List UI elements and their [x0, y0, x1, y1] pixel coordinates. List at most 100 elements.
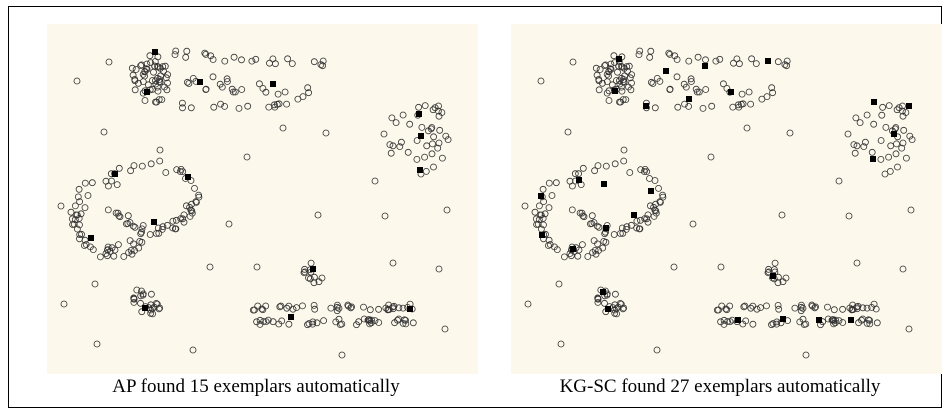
- data-point: [653, 346, 661, 354]
- data-point: [749, 320, 757, 328]
- data-point: [812, 303, 820, 311]
- data-point: [845, 212, 853, 220]
- data-point: [752, 60, 760, 67]
- data-point: [262, 88, 270, 96]
- data-point: [853, 259, 861, 267]
- data-point: [590, 219, 598, 226]
- exemplar-point: [112, 171, 118, 177]
- data-point: [655, 184, 662, 192]
- data-point: [853, 303, 861, 311]
- data-point: [104, 206, 112, 214]
- data-point: [877, 137, 885, 144]
- data-point: [650, 203, 658, 211]
- data-point: [225, 220, 233, 228]
- data-point: [238, 86, 246, 93]
- data-point: [154, 63, 161, 70]
- data-point: [159, 63, 167, 70]
- data-point: [835, 177, 843, 185]
- data-point: [429, 140, 436, 148]
- data-point: [628, 221, 635, 229]
- data-point: [294, 95, 302, 103]
- data-point: [839, 319, 847, 326]
- data-point: [574, 252, 582, 260]
- data-point: [333, 303, 341, 311]
- exemplar-point: [185, 174, 191, 180]
- data-point: [209, 56, 217, 63]
- data-point: [189, 75, 197, 82]
- data-point: [310, 301, 318, 309]
- data-point: [149, 77, 156, 84]
- data-point: [748, 55, 756, 63]
- data-point: [769, 320, 777, 327]
- data-point: [84, 192, 92, 199]
- data-point: [595, 223, 603, 231]
- data-point: [375, 305, 383, 313]
- data-point: [137, 230, 145, 238]
- data-point: [255, 80, 263, 88]
- data-point: [130, 240, 137, 248]
- data-point: [521, 202, 529, 210]
- data-point: [540, 221, 547, 229]
- data-point: [288, 60, 296, 67]
- data-point: [206, 263, 214, 271]
- data-point: [885, 153, 893, 161]
- data-point: [535, 216, 543, 224]
- data-point: [578, 209, 586, 217]
- data-point: [74, 193, 82, 201]
- data-point: [734, 101, 742, 109]
- data-point: [682, 83, 690, 91]
- data-point: [81, 242, 88, 249]
- exemplar-point: [601, 181, 607, 187]
- data-point: [187, 104, 195, 112]
- data-point: [870, 120, 878, 128]
- data-point: [557, 340, 565, 348]
- data-point: [866, 320, 874, 328]
- data-point: [131, 223, 139, 231]
- data-point: [443, 206, 451, 214]
- data-point: [608, 81, 616, 89]
- data-point: [138, 228, 145, 236]
- data-point: [76, 198, 83, 206]
- data-point: [169, 224, 177, 232]
- data-point: [593, 71, 601, 79]
- data-point: [180, 218, 188, 226]
- data-point: [799, 315, 807, 323]
- data-point: [743, 124, 751, 132]
- data-point: [138, 225, 146, 233]
- data-point: [643, 168, 651, 176]
- data-point: [422, 167, 430, 175]
- data-point: [802, 351, 810, 359]
- data-point: [146, 52, 154, 60]
- data-point: [783, 57, 791, 65]
- data-point: [209, 73, 217, 81]
- data-point: [102, 250, 110, 257]
- data-point: [846, 304, 854, 312]
- data-point: [850, 141, 858, 148]
- data-point: [75, 214, 83, 222]
- data-point: [899, 139, 907, 147]
- data-point: [253, 263, 261, 271]
- data-point: [256, 320, 264, 328]
- data-point: [612, 305, 620, 313]
- data-point: [281, 88, 289, 96]
- data-point: [613, 310, 620, 318]
- data-point: [783, 62, 791, 70]
- data-point: [637, 166, 645, 174]
- data-point: [537, 77, 545, 85]
- data-point: [877, 155, 885, 163]
- data-point: [898, 107, 906, 115]
- data-point: [763, 302, 770, 310]
- data-point: [108, 177, 115, 185]
- data-point: [886, 167, 894, 175]
- data-point: [603, 71, 611, 78]
- data-point: [274, 90, 282, 98]
- data-point: [566, 177, 574, 185]
- data-point: [546, 241, 554, 248]
- data-point: [270, 101, 278, 109]
- data-point: [620, 304, 628, 312]
- data-point: [786, 129, 794, 137]
- data-point: [116, 213, 124, 221]
- scatter-panel-kgsc: [511, 24, 942, 374]
- data-point: [217, 100, 225, 108]
- data-point: [633, 224, 641, 232]
